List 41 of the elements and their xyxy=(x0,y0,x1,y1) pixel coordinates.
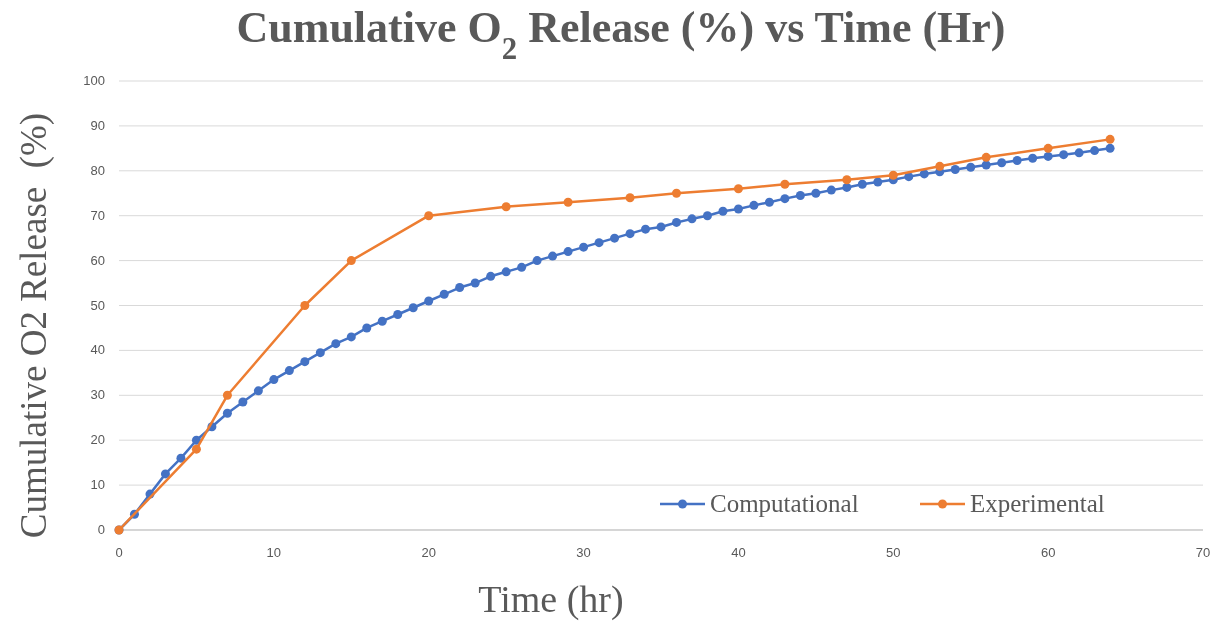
x-tick-label: 0 xyxy=(115,545,123,560)
legend-label: Computational xyxy=(710,490,859,517)
point xyxy=(842,175,852,185)
point xyxy=(671,188,681,198)
y-tick-label: 0 xyxy=(97,522,105,537)
point xyxy=(191,444,201,454)
x-tick-label: 60 xyxy=(1040,545,1056,560)
y-tick-label: 40 xyxy=(90,342,105,358)
point xyxy=(346,256,356,266)
y-tick-label: 90 xyxy=(90,117,105,133)
y-tick-label: 100 xyxy=(83,73,105,88)
point xyxy=(625,193,635,203)
x-tick-label: 50 xyxy=(886,545,901,560)
y-tick-label: 10 xyxy=(90,477,105,493)
legend-label: Experimental xyxy=(970,490,1105,517)
y-tick-label: 50 xyxy=(90,297,105,313)
point xyxy=(222,390,232,400)
x-tick-label: 40 xyxy=(731,545,746,560)
x-tick-label: 30 xyxy=(576,545,591,560)
x-tick-label: 70 xyxy=(1195,545,1211,560)
x-tick-label: 10 xyxy=(266,545,282,560)
chart-title: Cumulative O$_{2}$ Release (%) vs Time (Hr) xyxy=(236,3,1006,66)
point xyxy=(501,202,511,212)
point xyxy=(563,197,573,207)
y-tick-label: 80 xyxy=(90,162,105,178)
point xyxy=(424,211,434,221)
point xyxy=(733,184,743,194)
point xyxy=(780,179,790,189)
point xyxy=(935,161,945,171)
y-tick-label: 20 xyxy=(90,432,105,448)
point xyxy=(300,301,310,310)
y-tick-label: 30 xyxy=(90,387,105,403)
point xyxy=(888,170,898,180)
x-tick-label: 20 xyxy=(421,545,436,560)
y-tick-label: 60 xyxy=(90,252,105,268)
y-tick-label: 70 xyxy=(90,207,105,223)
point xyxy=(981,152,991,162)
point xyxy=(1105,134,1115,144)
x-axis-title: Time (hr) xyxy=(478,578,624,621)
point xyxy=(1043,143,1053,153)
y-axis-title: Cumulative O2 Release (%) xyxy=(13,112,55,539)
